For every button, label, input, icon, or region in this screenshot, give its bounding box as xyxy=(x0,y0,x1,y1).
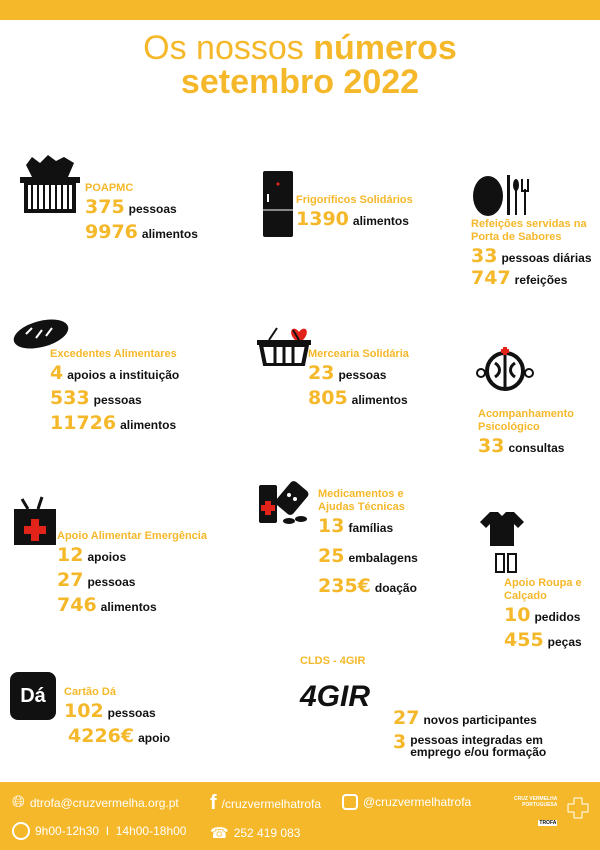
grocery-bag-icon xyxy=(14,496,56,545)
section-refeicoes: Refeições servidas na Porta de Sabores 3… xyxy=(471,218,592,289)
bread-icon xyxy=(13,319,69,349)
section-mercearia: Mercearia Solidária 23 pessoas 805 aliment… xyxy=(308,348,409,409)
section-emergencia: Apoio Alimentar Emergência 12 apoios 27 pe… xyxy=(57,530,207,616)
section-excedentes: Excedentes Alimentares 4 apoios a institu… xyxy=(50,348,180,434)
fridge-icon xyxy=(263,171,293,237)
top-bar xyxy=(0,0,600,20)
cruz-vermelha-logo: CRUZ VERMELHA PORTUGUESA TROFA xyxy=(514,796,558,826)
shirt-shoes-icon xyxy=(480,512,524,573)
section-roupa: Apoio Roupa e Calçado 10 pedidos 455 peças xyxy=(504,577,582,651)
plate-cutlery-icon xyxy=(473,175,529,216)
globe-icon: 🌐︎ xyxy=(12,794,25,811)
section-clds: 27 novos participantes 3 pessoas integrada… xyxy=(393,707,547,759)
section-medicamentos: Medicamentos e Ajudas Técnicas 13 família… xyxy=(318,488,418,597)
page-title: Os nossos números xyxy=(143,29,457,67)
footer-hours: 9h00-12h30 I 14h00-18h00 xyxy=(12,822,186,840)
clock-icon xyxy=(12,822,30,840)
clds-label: CLDS - 4GIR xyxy=(300,655,366,667)
medicine-icon xyxy=(259,481,309,524)
footer xyxy=(0,782,600,850)
section-poapmc: POAPMC 375 pessoas 9976 alimentos xyxy=(85,182,198,243)
4gir-logo: 4GIR xyxy=(300,680,371,713)
footer-email[interactable]: 🌐︎ dtrofa@cruzvermelha.org.pt xyxy=(12,794,179,811)
red-cross-outline-icon xyxy=(567,797,589,819)
heart-basket-icon xyxy=(257,327,311,366)
brain-icon xyxy=(476,347,534,391)
page-subtitle: setembro 2022 xyxy=(180,63,420,101)
section-frigorificos: Frigoríficos Solidários 1390 alimentos xyxy=(296,194,413,230)
footer-phone[interactable]: ☎ 252 419 083 xyxy=(210,825,301,842)
gift-card-icon: Dá xyxy=(10,672,56,720)
footer-facebook[interactable]: f/cruzvermelhatrofa xyxy=(210,792,322,814)
footer-instagram[interactable]: @cruzvermelhatrofa xyxy=(342,794,471,810)
section-cartao-da: Cartão Dá 102 pessoas 4226€ apoio xyxy=(64,686,171,747)
basket-icon xyxy=(20,155,80,213)
instagram-icon xyxy=(342,794,358,810)
section-psicologico: Acompanhamento Psicológico 33 consultas xyxy=(478,408,574,457)
facebook-icon: f xyxy=(210,792,217,814)
phone-icon: ☎ xyxy=(210,825,229,842)
